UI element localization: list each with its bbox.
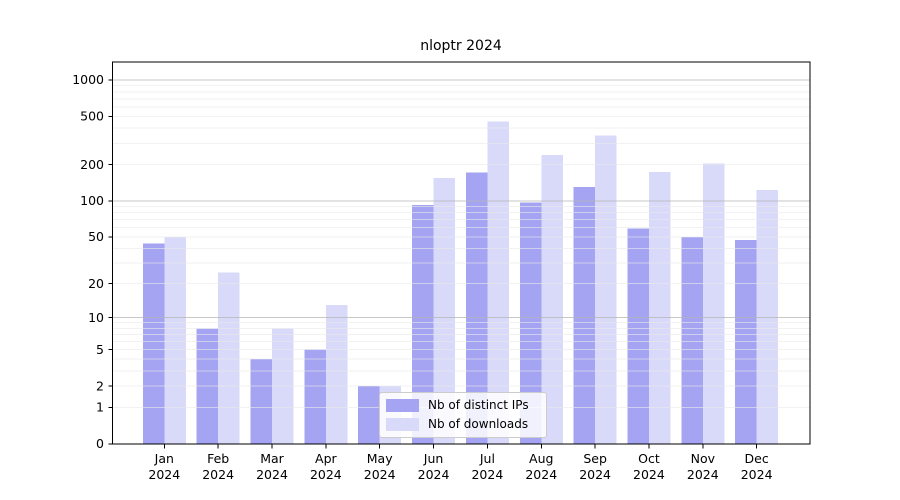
x-tick-label-year: 2024 xyxy=(148,467,180,482)
bar-distinct-ips xyxy=(250,359,272,444)
x-tick-label-month: Jul xyxy=(479,451,495,466)
y-tick-label: 20 xyxy=(88,276,104,291)
bar-downloads xyxy=(164,236,186,444)
bar-distinct-ips xyxy=(465,172,488,444)
x-tick-label-year: 2024 xyxy=(471,467,503,482)
x-tick-label-year: 2024 xyxy=(202,467,234,482)
x-tick-label-year: 2024 xyxy=(525,467,557,482)
bar-distinct-ips xyxy=(573,187,596,444)
x-tick-label-month: Nov xyxy=(691,451,716,466)
x-tick-label-year: 2024 xyxy=(310,467,342,482)
legend-item-downloads: Nb of downloads xyxy=(386,417,538,431)
bar-downloads xyxy=(433,177,456,444)
bar-downloads xyxy=(648,171,671,444)
bar-distinct-ips xyxy=(627,228,649,444)
x-tick-label-month: Sep xyxy=(583,451,607,466)
y-tick-label: 2 xyxy=(96,378,104,393)
legend-swatch-downloads xyxy=(386,417,419,431)
bar-downloads xyxy=(756,190,779,444)
legend: Nb of distinct IPs Nb of downloads xyxy=(379,392,547,438)
legend-label-distinct-ips: Nb of distinct IPs xyxy=(428,398,529,412)
x-tick-label-month: Aug xyxy=(529,451,553,466)
bar-distinct-ips xyxy=(358,386,380,444)
bar-distinct-ips xyxy=(412,205,434,444)
x-tick-label-year: 2024 xyxy=(418,467,450,482)
bar-distinct-ips xyxy=(735,240,757,444)
y-tick-label: 500 xyxy=(80,109,104,124)
x-tick-label-year: 2024 xyxy=(633,467,665,482)
legend-label-downloads: Nb of downloads xyxy=(428,417,529,431)
bar-distinct-ips xyxy=(142,243,165,444)
x-tick-label-month: Dec xyxy=(745,451,769,466)
x-tick-label-year: 2024 xyxy=(741,467,773,482)
bar-distinct-ips xyxy=(304,349,326,444)
x-tick-label-month: Oct xyxy=(638,451,660,466)
y-tick-label: 0 xyxy=(96,436,104,451)
x-tick-label-year: 2024 xyxy=(364,467,396,482)
bar-distinct-ips xyxy=(681,236,703,444)
y-tick-label: 5 xyxy=(96,342,104,357)
y-tick-label: 1000 xyxy=(72,72,104,87)
legend-swatch-distinct-ips xyxy=(386,398,419,412)
bar-downloads xyxy=(325,304,348,444)
x-tick-label-year: 2024 xyxy=(579,467,611,482)
axes-frame xyxy=(111,61,811,445)
x-tick-label-month: Mar xyxy=(260,451,284,466)
bar-downloads xyxy=(702,163,725,444)
chart-title: nloptr 2024 xyxy=(420,38,502,54)
x-tick-label-year: 2024 xyxy=(687,467,719,482)
x-tick-label-month: Jun xyxy=(423,451,444,466)
y-tick-label: 10 xyxy=(88,310,104,325)
x-tick-label-month: May xyxy=(367,451,393,466)
bar-downloads xyxy=(595,135,617,444)
y-tick-label: 50 xyxy=(88,229,104,244)
legend-item-distinct-ips: Nb of distinct IPs xyxy=(386,398,538,412)
x-tick-label-month: Jan xyxy=(154,451,174,466)
y-tick-label: 100 xyxy=(80,193,104,208)
bar-downloads xyxy=(218,272,240,444)
bar-downloads xyxy=(487,121,509,445)
x-tick-label-month: Feb xyxy=(207,451,229,466)
y-tick-label: 200 xyxy=(80,157,104,172)
y-tick-label: 1 xyxy=(96,400,104,415)
x-tick-label-year: 2024 xyxy=(256,467,288,482)
x-tick-label-month: Apr xyxy=(315,451,337,466)
